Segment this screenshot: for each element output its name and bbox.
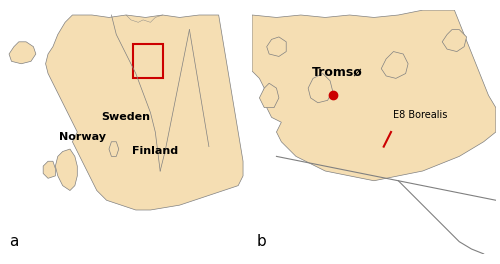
Polygon shape [252,10,496,181]
Text: Sweden: Sweden [102,112,150,122]
Polygon shape [266,37,286,56]
Bar [134,44,162,78]
Text: Finland: Finland [132,147,178,157]
Polygon shape [56,149,78,191]
Polygon shape [43,161,56,178]
Polygon shape [109,142,118,156]
Text: E8 Borealis: E8 Borealis [394,110,448,120]
Polygon shape [382,51,408,78]
Text: b: b [257,234,266,249]
Polygon shape [9,42,36,64]
Text: a: a [9,234,18,249]
Polygon shape [442,30,466,51]
Polygon shape [46,15,243,210]
Polygon shape [260,83,279,108]
Text: Norway: Norway [58,132,106,142]
Text: Tromsø: Tromsø [312,65,363,78]
Polygon shape [308,73,332,103]
